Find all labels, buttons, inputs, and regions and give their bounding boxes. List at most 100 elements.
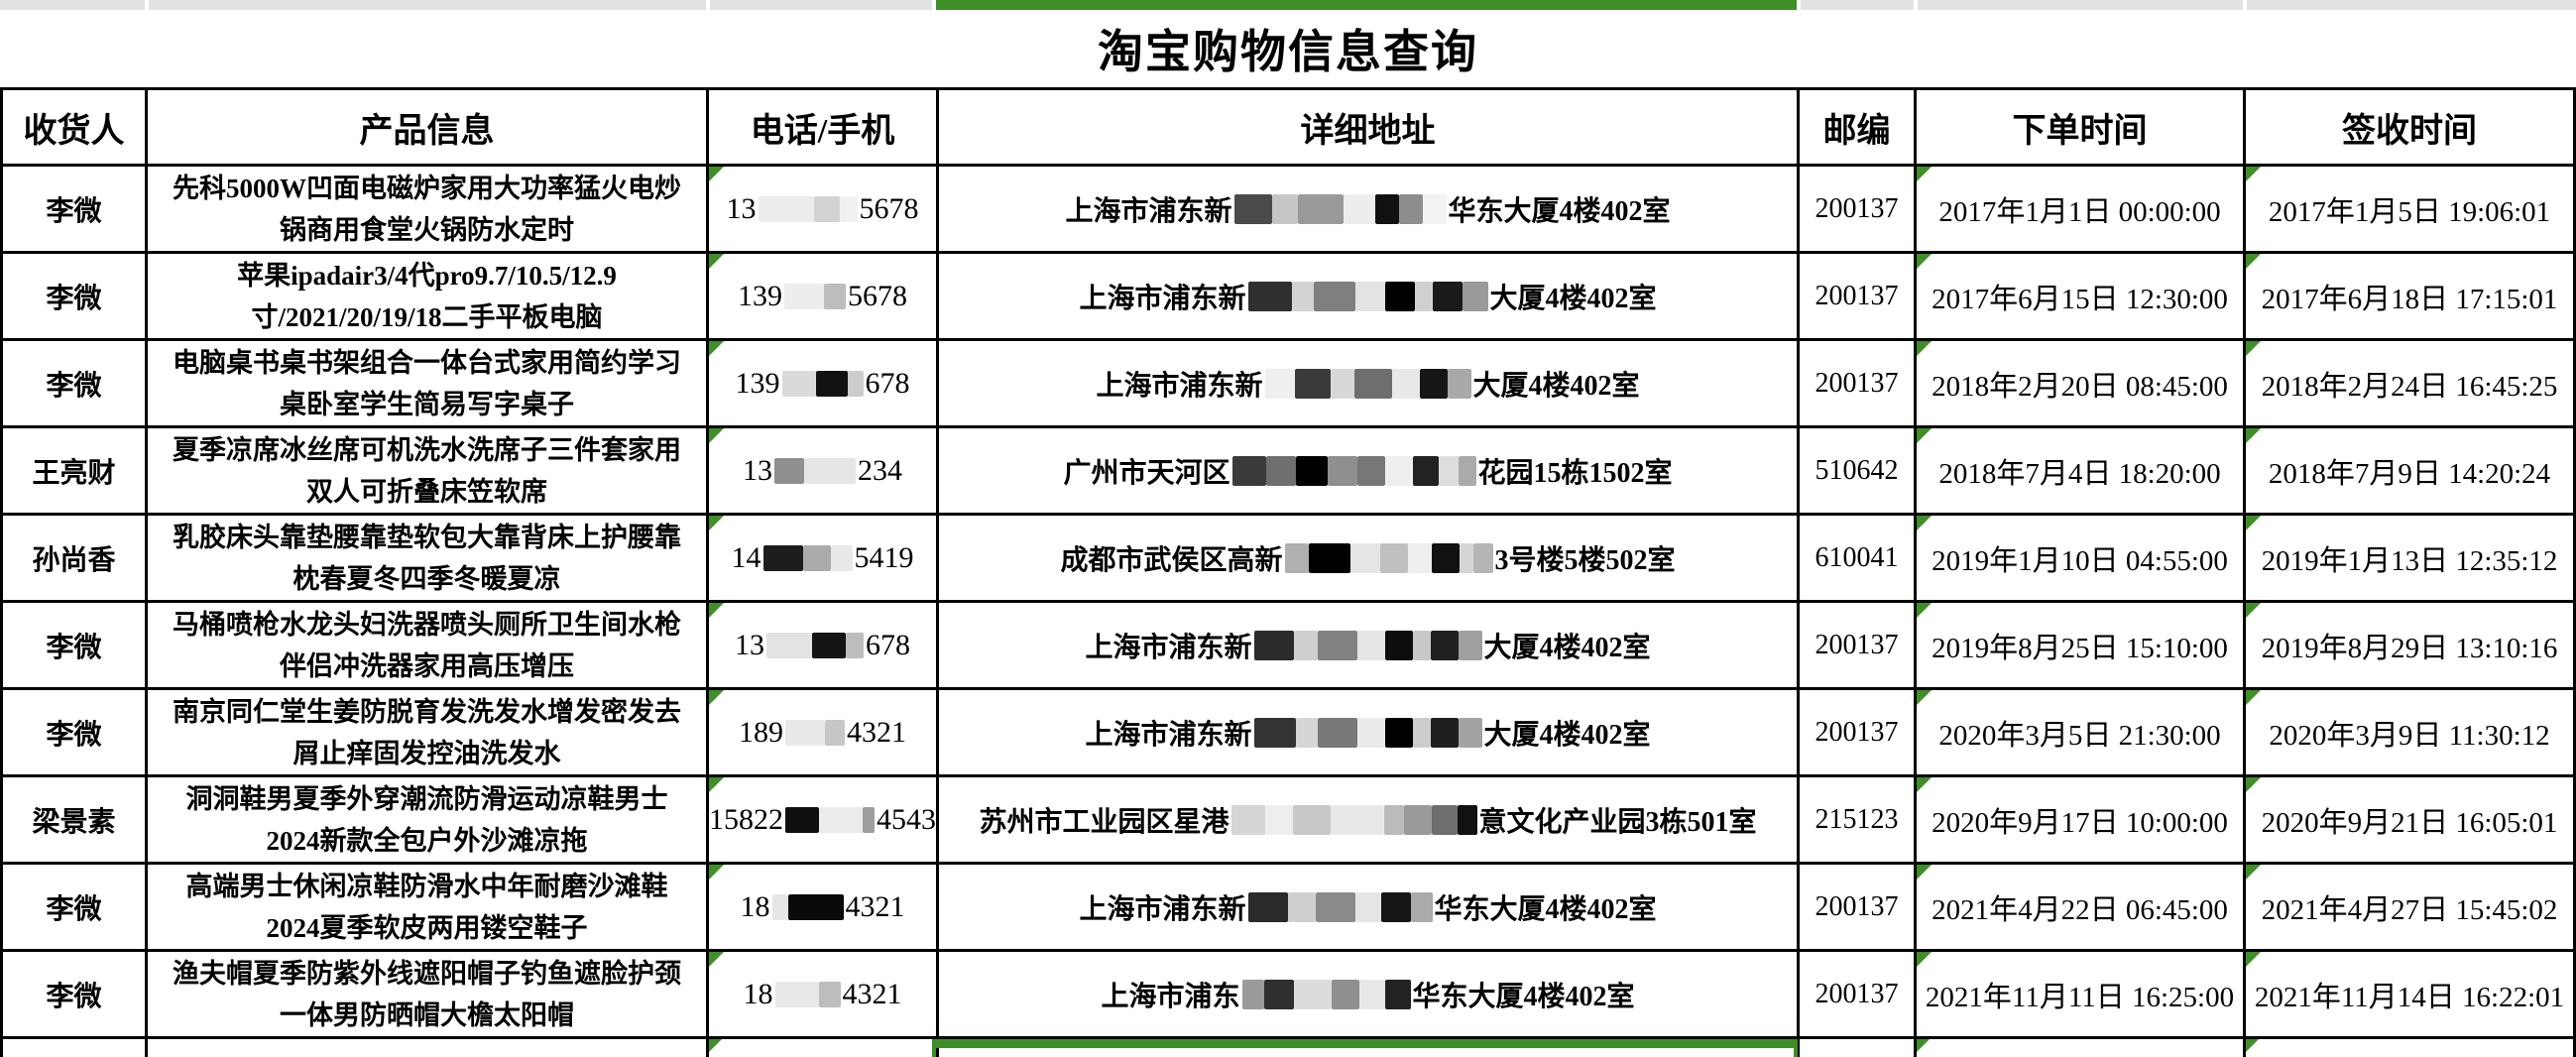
cell-recipient[interactable]: 李微: [3, 341, 148, 428]
cell-product[interactable]: 洞洞鞋男夏季外穿潮流防滑运动凉鞋男士2024新款全包户外沙滩凉拖: [148, 777, 709, 865]
cell-postcode[interactable]: 510642: [1800, 428, 1917, 516]
cell-order-time[interactable]: 2017年6月15日 12:30:00: [1917, 254, 2246, 341]
cell-sign-time[interactable]: 2017年1月5日 19:06:01: [2246, 167, 2576, 254]
cell-product[interactable]: 渔夫帽夏季防紫外线遮阳帽子钓鱼遮脸护颈一体男防晒帽大檐太阳帽: [148, 952, 709, 1039]
cell-sign-time[interactable]: 2020年3月9日 11:30:12: [2246, 690, 2576, 777]
partial-cell-product[interactable]: [148, 1039, 709, 1057]
cell-recipient[interactable]: 李微: [3, 603, 148, 690]
cell-product[interactable]: 马桶喷枪水龙头妇洗器喷头厕所卫生间水枪伴侣冲洗器家用高压增压: [148, 603, 709, 690]
cell-order-time[interactable]: 2018年2月20日 08:45:00: [1917, 341, 2246, 428]
column-header-strip[interactable]: [0, 0, 2576, 10]
cell-address[interactable]: 上海市浦东新 华东大厦4楼402室: [939, 167, 1800, 254]
cell-address[interactable]: 上海市浦东新 大厦4楼402室: [939, 254, 1800, 341]
cell-address[interactable]: 上海市浦东新 华东大厦4楼402室: [939, 865, 1800, 952]
redaction-block: [1414, 281, 1433, 311]
cell-phone[interactable]: 189 4321: [709, 690, 939, 777]
sign-time-value: 2018年7月9日 14:20:24: [2268, 457, 2551, 490]
postcode-value: 215123: [1815, 803, 1899, 835]
cell-postcode[interactable]: 200137: [1800, 952, 1917, 1039]
cell-sign-time[interactable]: 2021年4月27日 15:45:02: [2246, 865, 2576, 952]
partial-cell-sign-time[interactable]: [2246, 1039, 2576, 1057]
order-time-value: 2017年1月1日 00:00:00: [1938, 195, 2221, 228]
header-cell-6[interactable]: 签收时间: [2246, 87, 2576, 167]
cell-postcode[interactable]: 215123: [1800, 777, 1917, 865]
cell-product[interactable]: 苹果ipadair3/4代pro9.7/10.5/12.9寸/2021/20/1…: [148, 254, 709, 341]
redaction-block: [784, 283, 824, 309]
cell-order-time[interactable]: 2017年1月1日 00:00:00: [1917, 167, 2246, 254]
cell-phone[interactable]: 18 4321: [709, 865, 939, 952]
cell-sign-time[interactable]: 2017年6月18日 17:15:01: [2246, 254, 2576, 341]
cell-order-time[interactable]: 2021年4月22日 06:45:00: [1917, 865, 2246, 952]
header-cell-5[interactable]: 下单时间: [1917, 87, 2246, 167]
cell-product[interactable]: 高端男士休闲凉鞋防滑水中年耐磨沙滩鞋2024夏季软皮两用镂空鞋子: [148, 865, 709, 952]
cell-postcode[interactable]: 200137: [1800, 690, 1917, 777]
cell-address[interactable]: 广州市天河区 花园15栋1502室: [939, 428, 1800, 516]
order-time-value: 2021年4月22日 06:45:00: [1932, 893, 2228, 926]
header-cell-3[interactable]: 详细地址: [939, 87, 1800, 167]
cell-recipient[interactable]: 李微: [3, 167, 148, 254]
postcode-value: 510642: [1815, 454, 1899, 486]
redaction-block: [1379, 542, 1408, 573]
cell-recipient[interactable]: 王亮财: [3, 428, 148, 516]
cell-sign-time[interactable]: 2020年9月21日 16:05:01: [2246, 777, 2576, 865]
header-cell-0[interactable]: 收货人: [3, 87, 148, 167]
cell-product[interactable]: 先科5000W凹面电磁炉家用大功率猛火电炒锅商用食堂火锅防水定时: [148, 167, 709, 254]
cell-order-time[interactable]: 2021年11月11日 16:25:00: [1917, 952, 2246, 1039]
postcode-value: 610041: [1815, 541, 1899, 573]
redaction-block: [1308, 542, 1350, 573]
cell-sign-time[interactable]: 2018年2月24日 16:45:25: [2246, 341, 2576, 428]
cell-recipient[interactable]: 李微: [3, 254, 148, 341]
cell-sign-time[interactable]: 2019年1月13日 12:35:12: [2246, 516, 2576, 603]
cell-phone[interactable]: 13 234: [709, 428, 939, 516]
cell-recipient[interactable]: 李微: [3, 865, 148, 952]
redaction-block: [1247, 891, 1288, 922]
partial-cell-recipient[interactable]: [3, 1039, 148, 1057]
redaction-block: [785, 719, 825, 746]
cell-phone[interactable]: 139 678: [709, 341, 939, 428]
cell-product[interactable]: 电脑桌书桌书架组合一体台式家用简约学习桌卧室学生简易写字桌子: [148, 341, 709, 428]
cell-order-time[interactable]: 2020年3月5日 21:30:00: [1917, 690, 2246, 777]
column-header-label: 产品信息: [359, 112, 495, 150]
header-cell-1[interactable]: 产品信息: [148, 87, 709, 167]
cell-sign-time[interactable]: 2018年7月9日 14:20:24: [2246, 428, 2576, 516]
recipient-name: 李微: [46, 283, 102, 314]
cell-address[interactable]: 上海市浦东新 大厦4楼402室: [939, 603, 1800, 690]
cell-address[interactable]: 成都市武侯区高新 3号楼5楼502室: [939, 516, 1800, 603]
cell-address[interactable]: 苏州市工业园区星港 意文化产业园3栋501室: [939, 777, 1800, 865]
cell-address[interactable]: 上海市浦东新 大厦4楼402室: [939, 690, 1800, 777]
cell-product[interactable]: 乳胶床头靠垫腰靠垫软包大靠背床上护腰靠枕春夏冬四季冬暖夏凉: [148, 516, 709, 603]
cell-phone[interactable]: 13 678: [709, 603, 939, 690]
cell-order-time[interactable]: 2018年7月4日 18:20:00: [1917, 428, 2246, 516]
cell-sign-time[interactable]: 2021年11月14日 16:22:01: [2246, 952, 2576, 1039]
cell-address[interactable]: 上海市浦东 华东大厦4楼402室: [939, 952, 1800, 1039]
cell-postcode[interactable]: 200137: [1800, 865, 1917, 952]
cell-product[interactable]: 夏季凉席冰丝席可机洗水洗席子三件套家用双人可折叠床笠软席: [148, 428, 709, 516]
cell-phone[interactable]: 15822 4543: [709, 777, 939, 865]
cell-postcode[interactable]: 610041: [1800, 516, 1917, 603]
cell-address[interactable]: 上海市浦东新 大厦4楼402室: [939, 341, 1800, 428]
cell-recipient[interactable]: 梁景素: [3, 777, 148, 865]
cell-order-time[interactable]: 2020年9月17日 10:00:00: [1917, 777, 2246, 865]
cell-recipient[interactable]: 李微: [3, 690, 148, 777]
header-cell-2[interactable]: 电话/手机: [709, 87, 939, 167]
cell-postcode[interactable]: 200137: [1800, 167, 1917, 254]
header-cell-4[interactable]: 邮编: [1800, 87, 1917, 167]
cell-phone[interactable]: 18 4321: [709, 952, 939, 1039]
partial-cell-order-time[interactable]: [1917, 1039, 2246, 1057]
cell-product[interactable]: 南京同仁堂生姜防脱育发洗发水增发密发去屑止痒固发控油洗发水: [148, 690, 709, 777]
partial-cell-phone[interactable]: [709, 1039, 939, 1057]
cell-order-time[interactable]: 2019年8月25日 15:10:00: [1917, 603, 2246, 690]
cell-sign-time[interactable]: 2019年8月29日 13:10:16: [2246, 603, 2576, 690]
cell-phone[interactable]: 14 5419: [709, 516, 939, 603]
sheet-title-cell[interactable]: 淘宝购物信息查询: [0, 10, 2576, 87]
partial-cell-postcode[interactable]: [1800, 1039, 1917, 1057]
cell-recipient[interactable]: 李微: [3, 952, 148, 1039]
cell-postcode[interactable]: 200137: [1800, 341, 1917, 428]
cell-order-time[interactable]: 2019年1月10日 04:55:00: [1917, 516, 2246, 603]
cell-phone[interactable]: 139 5678: [709, 254, 939, 341]
cell-phone[interactable]: 13 5678: [709, 167, 939, 254]
cell-postcode[interactable]: 200137: [1800, 254, 1917, 341]
cell-recipient[interactable]: 孙尚香: [3, 516, 148, 603]
cell-postcode[interactable]: 200137: [1800, 603, 1917, 690]
redaction-block: [824, 283, 846, 309]
